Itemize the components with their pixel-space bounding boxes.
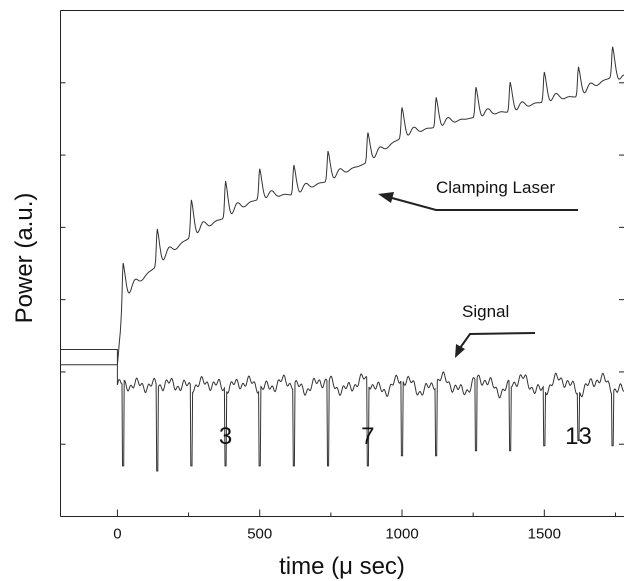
annotation-signal-arrow — [459, 332, 536, 349]
annotation-clamping-laser-arrowhead — [378, 192, 394, 203]
pulse-number-3: 3 — [219, 423, 232, 450]
pulse-number-13: 13 — [565, 423, 592, 450]
x-axis-title: time (μ sec) — [279, 553, 405, 580]
x-axis-ticks: 0 500 1000 1500 — [113, 509, 616, 543]
annotation-clamping-laser-arrow — [391, 197, 578, 211]
x-tick-label-0: 0 — [113, 526, 121, 543]
x-tick-label-1000: 1000 — [385, 526, 418, 543]
annotation-clamping-laser-label: Clamping Laser — [436, 178, 555, 197]
x-tick-label-500: 500 — [247, 526, 272, 543]
y-axis-title: Power (a.u.) — [11, 193, 38, 324]
annotation-signal-arrowhead — [455, 344, 465, 358]
series-signal-line — [60, 364, 624, 472]
pulse-number-7: 7 — [361, 423, 374, 450]
x-tick-label-1500: 1500 — [528, 526, 561, 543]
annotation-signal-label: Signal — [462, 302, 509, 321]
series-clamping-laser-line — [60, 46, 624, 365]
plot-frame — [60, 10, 624, 517]
annotation-clamping-laser: Clamping Laser — [378, 178, 578, 211]
y-axis-ticks — [60, 82, 624, 445]
annotation-signal: Signal — [455, 302, 536, 358]
